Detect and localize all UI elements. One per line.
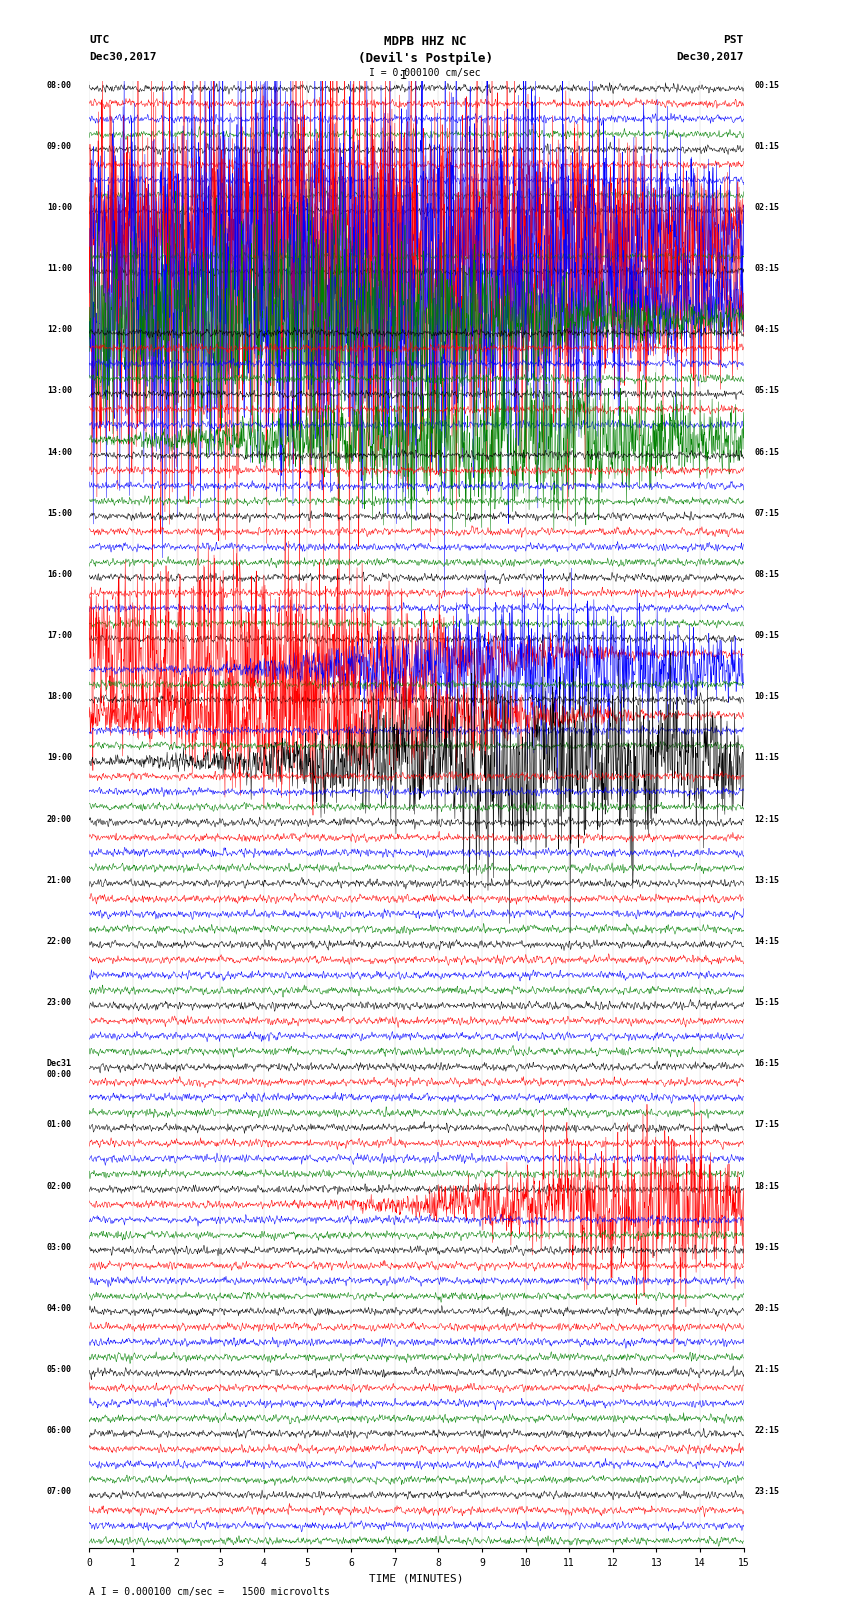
Text: 08:15: 08:15 [755, 569, 779, 579]
Text: 03:00: 03:00 [47, 1242, 71, 1252]
Text: Dec31
00:00: Dec31 00:00 [47, 1060, 71, 1079]
Text: 10:00: 10:00 [47, 203, 71, 211]
Text: 05:00: 05:00 [47, 1365, 71, 1374]
Text: 01:00: 01:00 [47, 1121, 71, 1129]
Text: 14:00: 14:00 [47, 448, 71, 456]
Text: 18:15: 18:15 [755, 1181, 779, 1190]
Text: 23:15: 23:15 [755, 1487, 779, 1497]
Text: 17:15: 17:15 [755, 1121, 779, 1129]
Text: I = 0.000100 cm/sec: I = 0.000100 cm/sec [369, 68, 481, 77]
Text: 15:15: 15:15 [755, 998, 779, 1007]
Text: 20:15: 20:15 [755, 1303, 779, 1313]
Text: 21:15: 21:15 [755, 1365, 779, 1374]
Text: 16:00: 16:00 [47, 569, 71, 579]
Text: 15:00: 15:00 [47, 508, 71, 518]
Text: Dec30,2017: Dec30,2017 [677, 52, 744, 61]
Text: 09:00: 09:00 [47, 142, 71, 150]
Text: 11:15: 11:15 [755, 753, 779, 763]
Text: A I = 0.000100 cm/sec =   1500 microvolts: A I = 0.000100 cm/sec = 1500 microvolts [89, 1587, 330, 1597]
Text: 21:00: 21:00 [47, 876, 71, 884]
Text: PST: PST [723, 35, 744, 45]
Text: 12:15: 12:15 [755, 815, 779, 824]
Text: (Devil's Postpile): (Devil's Postpile) [358, 52, 492, 65]
Text: 06:15: 06:15 [755, 448, 779, 456]
Text: 00:15: 00:15 [755, 81, 779, 90]
Text: 11:00: 11:00 [47, 265, 71, 273]
Text: 16:15: 16:15 [755, 1060, 779, 1068]
Text: 02:15: 02:15 [755, 203, 779, 211]
Text: 22:15: 22:15 [755, 1426, 779, 1436]
Text: 05:15: 05:15 [755, 387, 779, 395]
Text: 04:00: 04:00 [47, 1303, 71, 1313]
Text: 23:00: 23:00 [47, 998, 71, 1007]
Text: 07:15: 07:15 [755, 508, 779, 518]
Text: 12:00: 12:00 [47, 326, 71, 334]
Text: UTC: UTC [89, 35, 110, 45]
Text: 19:15: 19:15 [755, 1242, 779, 1252]
Text: 22:00: 22:00 [47, 937, 71, 945]
Text: 13:15: 13:15 [755, 876, 779, 884]
Text: 06:00: 06:00 [47, 1426, 71, 1436]
Text: I: I [400, 69, 407, 82]
Text: 07:00: 07:00 [47, 1487, 71, 1497]
Text: 03:15: 03:15 [755, 265, 779, 273]
Text: MDPB HHZ NC: MDPB HHZ NC [383, 35, 467, 48]
Text: 02:00: 02:00 [47, 1181, 71, 1190]
Text: 04:15: 04:15 [755, 326, 779, 334]
Text: 13:00: 13:00 [47, 387, 71, 395]
Text: 10:15: 10:15 [755, 692, 779, 702]
Text: 19:00: 19:00 [47, 753, 71, 763]
Text: 17:00: 17:00 [47, 631, 71, 640]
Text: 20:00: 20:00 [47, 815, 71, 824]
X-axis label: TIME (MINUTES): TIME (MINUTES) [369, 1573, 464, 1582]
Text: 18:00: 18:00 [47, 692, 71, 702]
Text: 01:15: 01:15 [755, 142, 779, 150]
Text: Dec30,2017: Dec30,2017 [89, 52, 156, 61]
Text: 09:15: 09:15 [755, 631, 779, 640]
Text: 08:00: 08:00 [47, 81, 71, 90]
Text: 14:15: 14:15 [755, 937, 779, 945]
